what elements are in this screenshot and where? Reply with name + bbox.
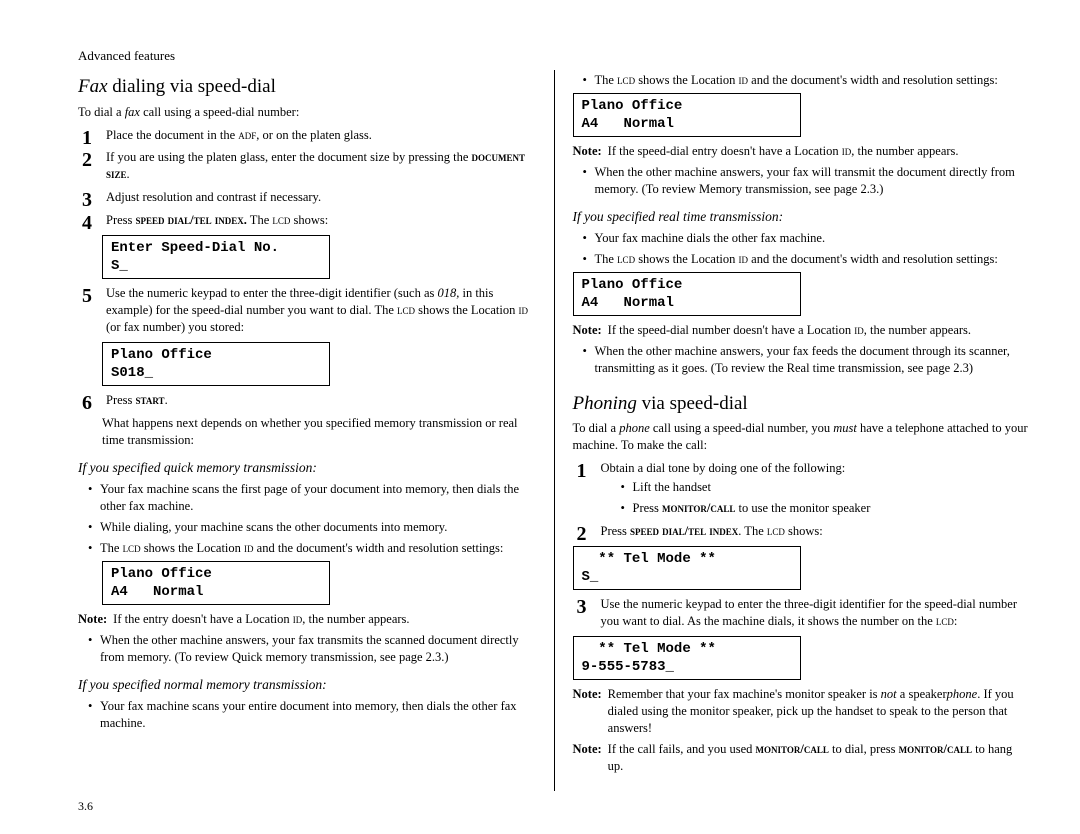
phone-step-1: Obtain a dial tone by doing one of the f… — [577, 460, 1031, 517]
lcd-display-5: Plano Office A4 Normal — [573, 272, 801, 316]
note-1: Note: If the entry doesn't have a Locati… — [78, 611, 536, 628]
fax-steps-cont2: Press start. — [82, 392, 536, 409]
bullet: Your fax machine dials the other fax mac… — [583, 230, 1031, 247]
phoning-intro: To dial a phone call using a speed-dial … — [573, 420, 1031, 454]
bullet: Lift the handset — [621, 479, 1031, 496]
bullet: While dialing, your machine scans the ot… — [88, 519, 536, 536]
lcd-display-4: Plano Office A4 Normal — [573, 93, 801, 137]
normal-mem-bullets: Your fax machine scans your entire docum… — [88, 698, 536, 732]
bullet: When the other machine answers, your fax… — [583, 343, 1031, 377]
step-6: Press start. — [82, 392, 536, 409]
note-4: Note: Remember that your fax machine's m… — [573, 686, 1031, 737]
page: Advanced features Fax dialing via speed-… — [0, 0, 1080, 834]
phone-steps-cont: Use the numeric keypad to enter the thre… — [577, 596, 1031, 630]
bullet: Press monitor/call to use the monitor sp… — [621, 500, 1031, 517]
right-column: The lcd shows the Location id and the do… — [555, 70, 1031, 791]
normal-mem-bullets-cont: The lcd shows the Location id and the do… — [583, 72, 1031, 89]
phone-steps: Obtain a dial tone by doing one of the f… — [577, 460, 1031, 540]
left-column: Fax dialing via speed-dial To dial a fax… — [78, 70, 555, 791]
lcd-display-1: Enter Speed-Dial No. S_ — [102, 235, 330, 279]
step-3: Adjust resolution and contrast if necess… — [82, 189, 536, 206]
after-steps-text: What happens next depends on whether you… — [102, 415, 536, 449]
subheading-quick-mem: If you specified quick memory transmissi… — [78, 459, 536, 477]
lcd-display-7: ** Tel Mode ** 9-555-5783_ — [573, 636, 801, 680]
step-2: If you are using the platen glass, enter… — [82, 149, 536, 183]
page-header: Advanced features — [78, 48, 1030, 64]
page-number: 3.6 — [78, 791, 1030, 814]
subheading-normal-mem: If you specified normal memory transmiss… — [78, 676, 536, 694]
step-4: Press speed dial/tel index. The lcd show… — [82, 212, 536, 229]
heading-phoning: Phoning via speed-dial — [573, 391, 1031, 417]
intro-text: To dial a fax call using a speed-dial nu… — [78, 104, 536, 121]
bullet: The lcd shows the Location id and the do… — [583, 251, 1031, 268]
normal-mem-bullets-3: When the other machine answers, your fax… — [583, 164, 1031, 198]
bullet: When the other machine answers, your fax… — [88, 632, 536, 666]
bullet: The lcd shows the Location id and the do… — [88, 540, 536, 557]
heading-fax-dialing: Fax dialing via speed-dial — [78, 74, 536, 100]
bullet: When the other machine answers, your fax… — [583, 164, 1031, 198]
realtime-bullets-2: When the other machine answers, your fax… — [583, 343, 1031, 377]
subheading-realtime: If you specified real time transmission: — [573, 208, 1031, 226]
note-3: Note: If the speed-dial number doesn't h… — [573, 322, 1031, 339]
lcd-display-6: ** Tel Mode ** S_ — [573, 546, 801, 590]
quick-mem-bullets: Your fax machine scans the first page of… — [88, 481, 536, 557]
bullet: Your fax machine scans your entire docum… — [88, 698, 536, 732]
fax-steps: Place the document in the adf, or on the… — [82, 127, 536, 229]
note-5: Note: If the call fails, and you used mo… — [573, 741, 1031, 775]
lcd-display-2: Plano Office S018_ — [102, 342, 330, 386]
fax-steps-cont: Use the numeric keypad to enter the thre… — [82, 285, 536, 336]
bullet: Your fax machine scans the first page of… — [88, 481, 536, 515]
bullet: The lcd shows the Location id and the do… — [583, 72, 1031, 89]
quick-mem-bullets-2: When the other machine answers, your fax… — [88, 632, 536, 666]
lcd-display-3: Plano Office A4 Normal — [102, 561, 330, 605]
phone-step-1-options: Lift the handset Press monitor/call to u… — [621, 479, 1031, 517]
realtime-bullets: Your fax machine dials the other fax mac… — [583, 230, 1031, 268]
note-2: Note: If the speed-dial entry doesn't ha… — [573, 143, 1031, 160]
phone-step-2: Press speed dial/tel index. The lcd show… — [577, 523, 1031, 540]
phone-step-3: Use the numeric keypad to enter the thre… — [577, 596, 1031, 630]
step-1: Place the document in the adf, or on the… — [82, 127, 536, 144]
content-columns: Fax dialing via speed-dial To dial a fax… — [78, 70, 1030, 791]
step-5: Use the numeric keypad to enter the thre… — [82, 285, 536, 336]
